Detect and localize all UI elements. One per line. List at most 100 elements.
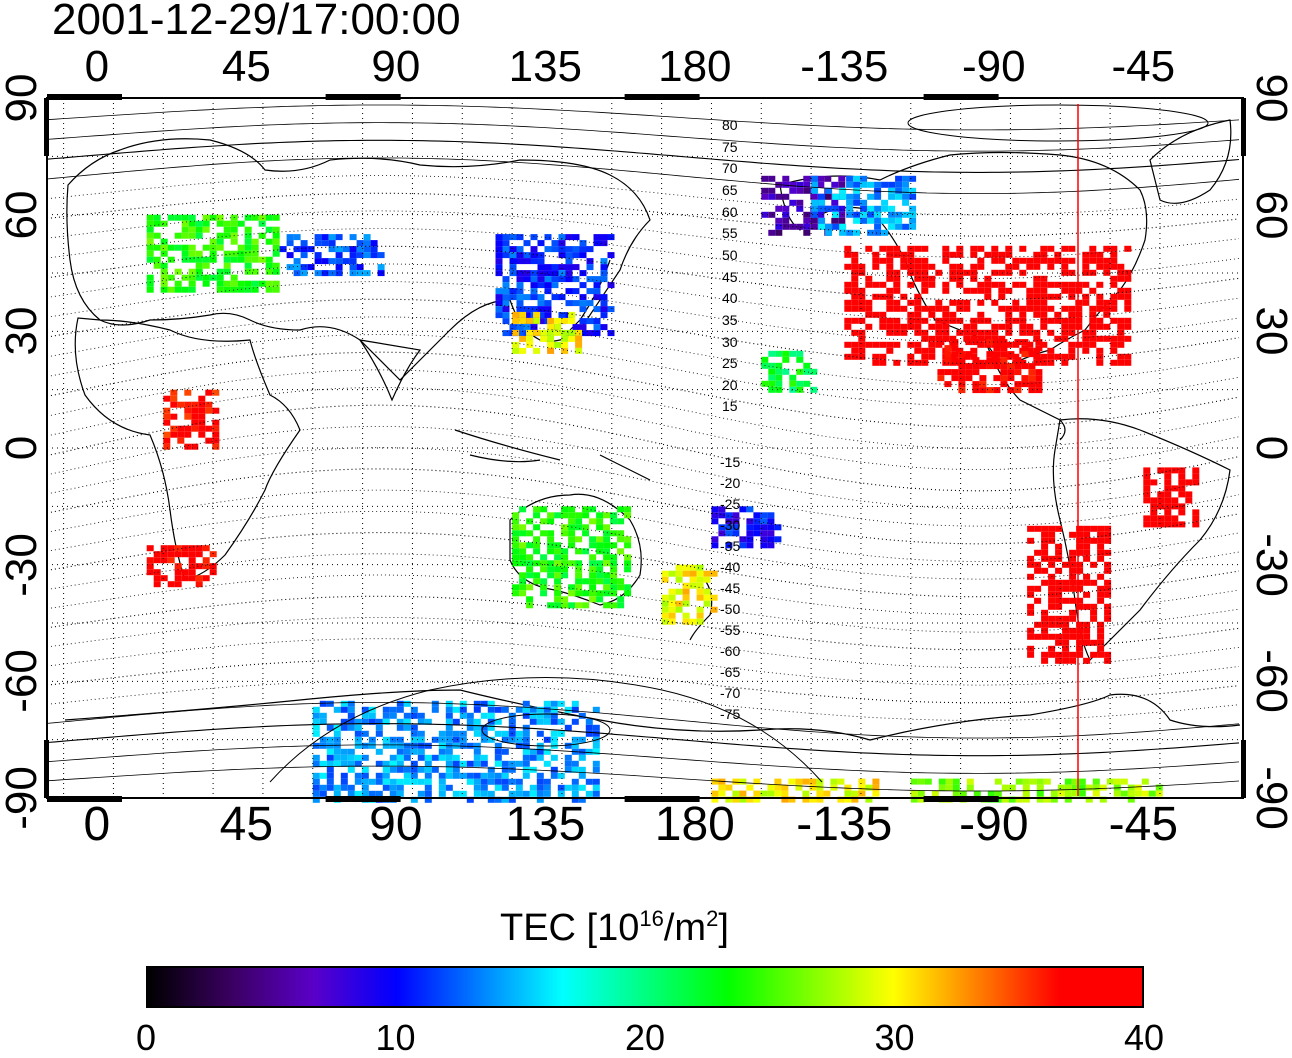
tec-cell [1026, 263, 1034, 270]
tec-cell [851, 329, 859, 336]
tec-cell [900, 305, 908, 312]
tec-cell [356, 246, 364, 253]
tec-cell [1076, 639, 1084, 646]
tec-cell [526, 341, 534, 348]
tec-cell [1124, 245, 1132, 252]
top-lon-tick: 90 [371, 42, 421, 91]
tec-cell [515, 736, 523, 743]
tec-cell [1090, 639, 1098, 646]
tec-cell [817, 181, 825, 188]
tec-cell [782, 175, 790, 182]
tec-cell [410, 766, 418, 773]
tec-cell [725, 518, 733, 525]
tec-cell [363, 246, 371, 253]
tec-cell [319, 772, 327, 779]
tec-cell [832, 223, 840, 230]
tec-cell [603, 548, 611, 555]
tec-cell [424, 778, 432, 785]
tec-cell [732, 518, 740, 525]
tec-cell [575, 548, 583, 555]
tec-cell [326, 760, 334, 767]
tec-cell [188, 226, 196, 233]
tec-cell [417, 742, 425, 749]
tec-cell [1035, 345, 1043, 352]
tec-cell [874, 223, 882, 230]
tec-cell [537, 282, 545, 289]
tec-cell [389, 790, 397, 797]
tec-cell [1076, 537, 1084, 544]
tec-cell [1104, 651, 1112, 658]
tec-cell [1089, 311, 1097, 318]
tec-cell [851, 353, 859, 360]
tec-cell [389, 706, 397, 713]
tec-cell [501, 796, 509, 803]
tec-cell [512, 530, 520, 537]
tec-cell [851, 305, 859, 312]
tec-cell [893, 299, 901, 306]
tec-cell [547, 542, 555, 549]
tec-cell [480, 784, 488, 791]
tec-cell [825, 223, 833, 230]
tec-cell [696, 570, 704, 577]
tec-cell [163, 431, 171, 438]
tec-cell [610, 590, 618, 597]
tec-cell [452, 766, 460, 773]
tec-cell [502, 294, 510, 301]
tec-cell [370, 246, 378, 253]
tec-cell [537, 240, 545, 247]
tec-cell [902, 181, 910, 188]
tec-cell [1089, 329, 1097, 336]
tec-cell [1143, 467, 1151, 474]
tec-cell [675, 570, 683, 577]
tec-cell [977, 281, 985, 288]
tec-cell [596, 542, 604, 549]
tec-cell [516, 300, 524, 307]
tec-cell [286, 264, 294, 271]
tec-cell [321, 240, 329, 247]
tec-cell [519, 542, 527, 549]
tec-cell [153, 575, 161, 582]
tec-cell [1117, 263, 1125, 270]
tec-cell [1026, 329, 1034, 336]
tec-cell [910, 790, 918, 797]
tec-cell [682, 618, 690, 625]
tec-cell [725, 784, 733, 791]
tec-cell [585, 778, 593, 785]
tec-cell [167, 581, 175, 588]
tec-cell [921, 353, 929, 360]
tec-cell [1075, 341, 1083, 348]
tec-cell [501, 778, 509, 785]
tec-cell [711, 506, 719, 513]
tec-cell [696, 582, 704, 589]
tec-cell [575, 566, 583, 573]
tec-cell [191, 401, 199, 408]
tec-cell [1090, 615, 1098, 622]
tec-cell [1000, 339, 1008, 346]
tec-cell [760, 512, 768, 519]
tec-cell [495, 234, 503, 241]
tec-cell [579, 318, 587, 325]
tec-cell [417, 778, 425, 785]
tec-cell [561, 572, 569, 579]
tec-cell [825, 205, 833, 212]
tec-cell [522, 712, 530, 719]
tec-cell [1026, 299, 1034, 306]
tec-cell [624, 590, 632, 597]
tec-cell [928, 347, 936, 354]
tec-cell [589, 518, 597, 525]
tec-cell [523, 240, 531, 247]
tec-cell [321, 270, 329, 277]
tec-cell [547, 317, 555, 324]
tec-cell [1061, 323, 1069, 330]
tec-cell [816, 784, 824, 791]
tec-cell [501, 766, 509, 773]
tec-cell [174, 575, 182, 582]
tec-cell [1076, 645, 1084, 652]
tec-cell [554, 560, 562, 567]
tec-cell [970, 347, 978, 354]
tec-cell [1041, 657, 1049, 664]
tec-cell [529, 790, 537, 797]
tec-cell [533, 548, 541, 555]
tec-cell [438, 778, 446, 785]
tec-cell [921, 347, 929, 354]
